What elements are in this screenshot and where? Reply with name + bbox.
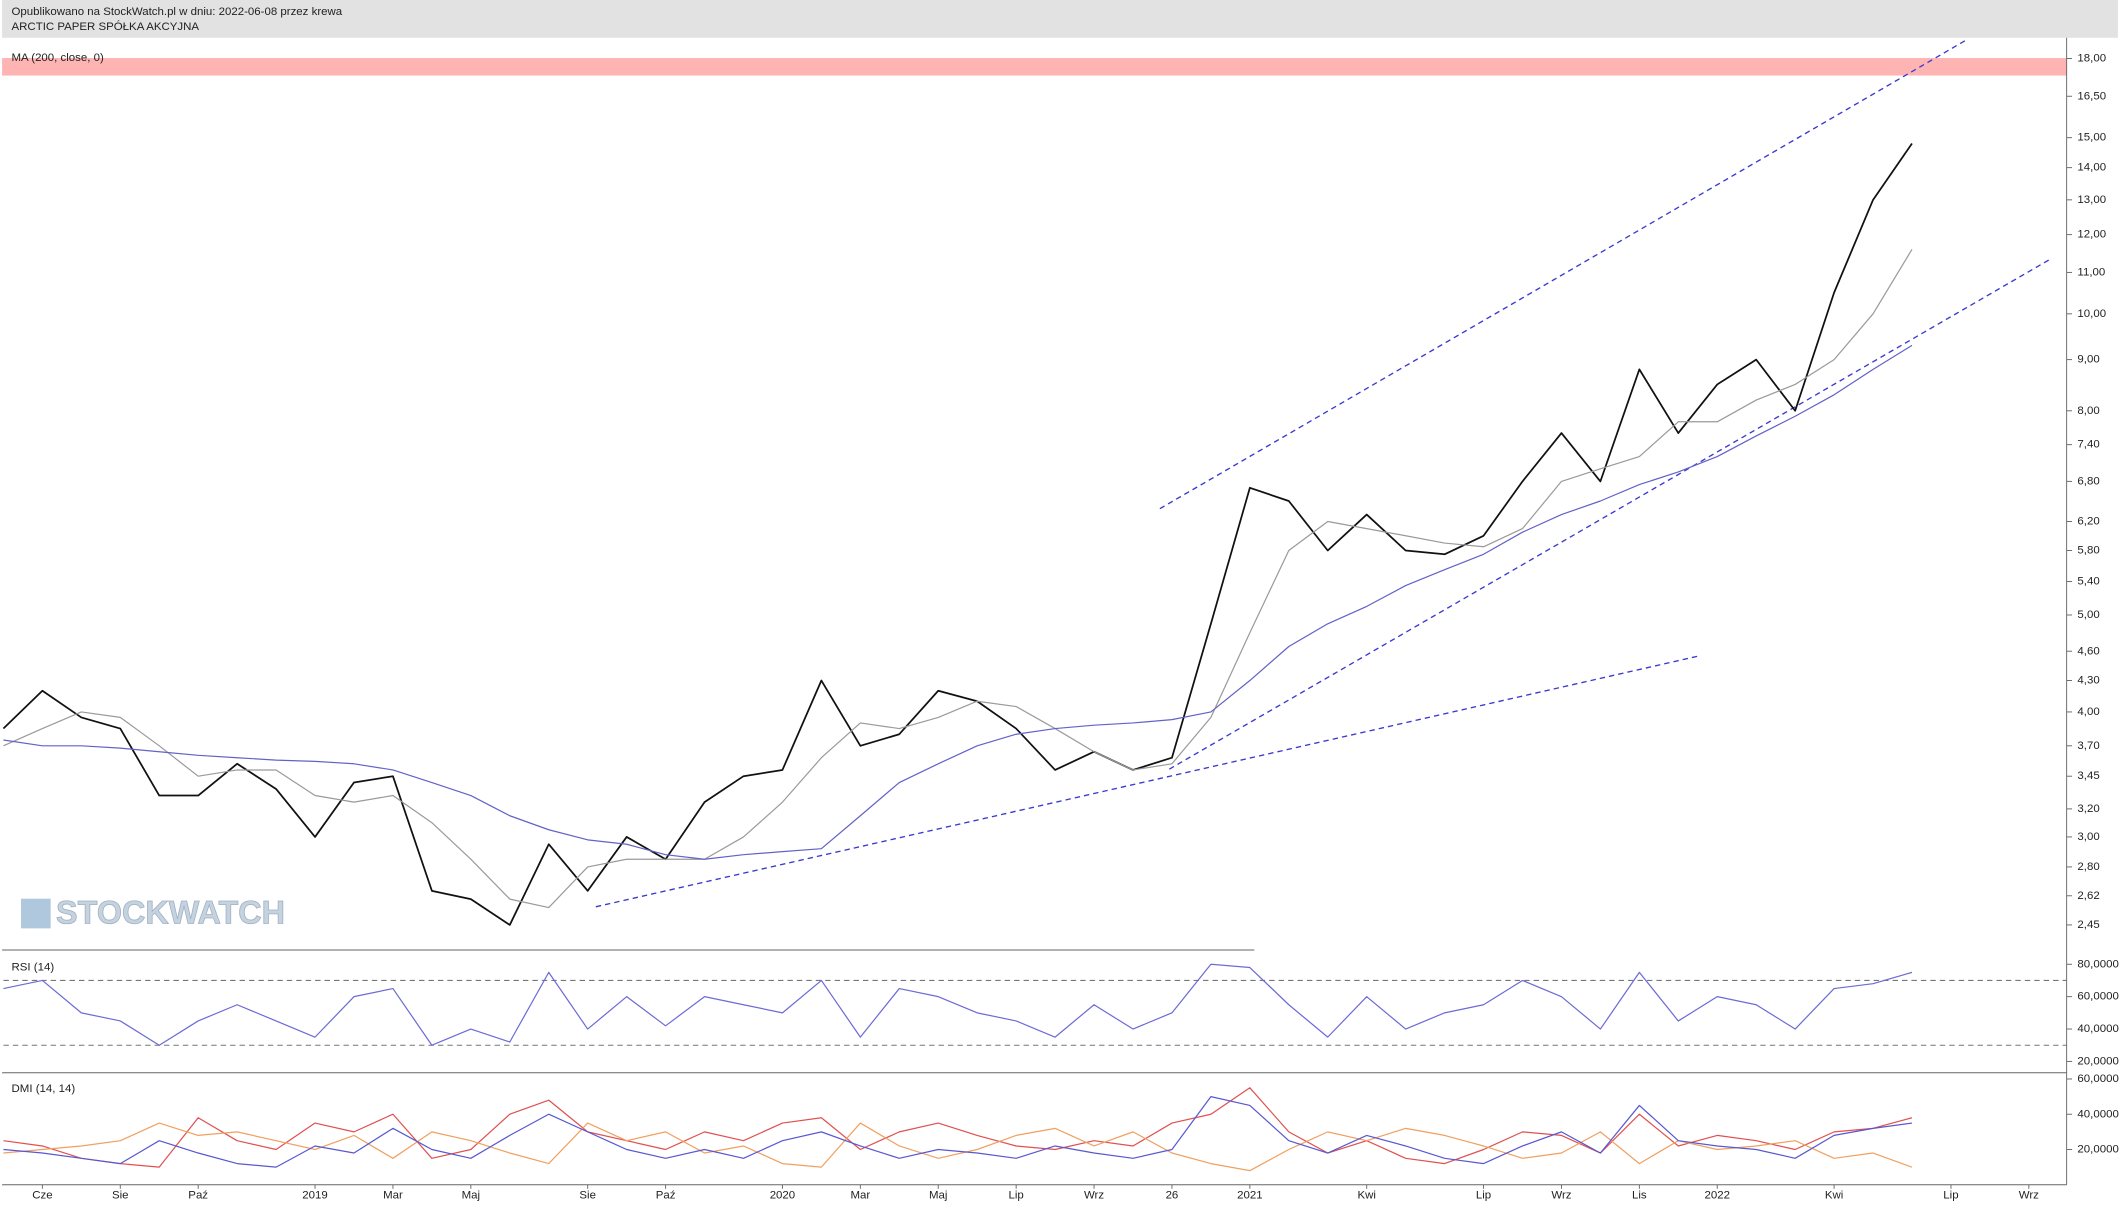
y-tick-label: 2,45 (2077, 919, 2099, 931)
price-panel-title: MA (200, close, 0) (12, 52, 104, 64)
y-tick-label: 5,80 (2077, 545, 2099, 557)
x-tick-label: Mar (383, 1190, 403, 1202)
x-tick-label: 26 (1166, 1190, 1179, 1202)
header-bar (2, 0, 2118, 38)
y-tick-label: 5,00 (2077, 609, 2099, 621)
x-tick-label: Lip (1476, 1190, 1491, 1202)
y-tick-label: 20,0000 (2077, 1144, 2118, 1156)
series-line (3, 344, 1913, 860)
x-tick-label: Lip (1943, 1190, 1958, 1202)
y-tick-label: 10,00 (2077, 308, 2106, 320)
y-tick-label: 3,00 (2077, 831, 2099, 843)
x-tick-label: Paź (188, 1190, 208, 1202)
trend-line (1159, 39, 1966, 510)
series-line (3, 1087, 1913, 1168)
x-tick-label: Mar (850, 1190, 870, 1202)
y-tick-label: 3,70 (2077, 740, 2099, 752)
x-tick-label: 2020 (770, 1190, 795, 1202)
y-tick-label: 15,00 (2077, 132, 2106, 144)
series-line (3, 1096, 1913, 1168)
x-tick-label: Maj (929, 1190, 947, 1202)
y-tick-label: 4,00 (2077, 706, 2099, 718)
x-tick-label: Lip (1008, 1190, 1023, 1202)
series-line (3, 963, 1913, 1046)
y-tick-label: 2,80 (2077, 861, 2099, 873)
x-tick-label: 2021 (1237, 1190, 1262, 1202)
x-tick-label: Sie (579, 1190, 596, 1202)
y-tick-label: 3,20 (2077, 803, 2099, 815)
dmi-panel-title: DMI (14, 14) (12, 1083, 76, 1095)
y-tick-label: 40,0000 (2077, 1023, 2118, 1035)
x-tick-label: Wrz (1084, 1190, 1104, 1202)
x-tick-label: Maj (462, 1190, 480, 1202)
y-tick-label: 60,0000 (2077, 1073, 2118, 1085)
y-tick-label: 4,30 (2077, 675, 2099, 687)
series-line (3, 249, 1913, 909)
y-tick-label: 18,00 (2077, 52, 2106, 64)
trend-line (1168, 258, 2051, 770)
y-tick-label: 3,45 (2077, 770, 2099, 782)
y-tick-label: 20,0000 (2077, 1055, 2118, 1067)
y-tick-label: 14,00 (2077, 162, 2106, 174)
x-tick-label: 2022 (1705, 1190, 1730, 1202)
watermark: STOCKWATCH (56, 894, 285, 930)
y-tick-label: 11,00 (2077, 266, 2105, 278)
trend-line (595, 655, 1700, 908)
y-tick-label: 8,00 (2077, 405, 2099, 417)
series-line (3, 1122, 1913, 1172)
y-tick-label: 6,20 (2077, 516, 2099, 528)
y-tick-label: 13,00 (2077, 194, 2106, 206)
y-tick-label: 40,0000 (2077, 1108, 2118, 1120)
y-tick-label: 9,00 (2077, 354, 2099, 366)
watermark-icon (20, 898, 51, 929)
series-line (2, 142, 1913, 926)
y-tick-label: 4,60 (2077, 645, 2099, 657)
x-tick-label: Kwi (1357, 1190, 1375, 1202)
published-note: Opublikowano na StockWatch.pl w dniu: 20… (12, 6, 343, 18)
x-tick-label: Sie (112, 1190, 129, 1202)
y-tick-label: 80,0000 (2077, 958, 2118, 970)
highlight-band (2, 58, 2067, 76)
y-tick-label: 5,40 (2077, 576, 2099, 588)
y-tick-label: 12,00 (2077, 229, 2106, 241)
x-tick-label: Lis (1632, 1190, 1647, 1202)
y-tick-label: 7,40 (2077, 439, 2099, 451)
x-tick-label: Wrz (2019, 1190, 2039, 1202)
y-tick-label: 6,80 (2077, 475, 2099, 487)
x-tick-label: Wrz (1551, 1190, 1571, 1202)
y-tick-label: 60,0000 (2077, 991, 2118, 1003)
y-tick-label: 16,50 (2077, 90, 2106, 102)
y-tick-label: 2,62 (2077, 890, 2099, 902)
x-tick-label: Kwi (1825, 1190, 1843, 1202)
x-tick-label: Cze (32, 1190, 52, 1202)
rsi-panel-title: RSI (14) (12, 962, 55, 974)
x-tick-label: Paź (656, 1190, 676, 1202)
x-tick-label: 2019 (302, 1190, 327, 1202)
company-name: ARCTIC PAPER SPÓŁKA AKCYJNA (12, 20, 200, 33)
